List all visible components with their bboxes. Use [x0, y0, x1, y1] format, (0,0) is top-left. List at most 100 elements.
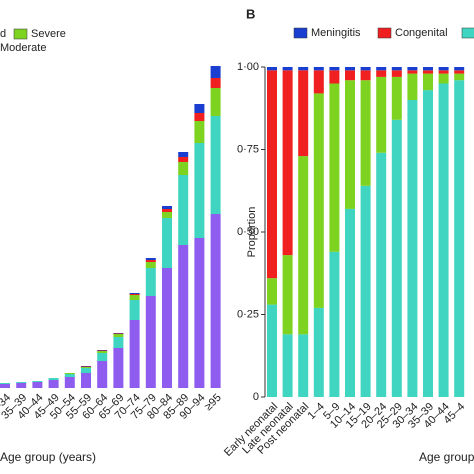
bar-segment — [178, 175, 189, 245]
bar-segment — [145, 296, 156, 388]
y-tick-label: 0 — [253, 391, 259, 403]
bar-segment — [194, 113, 205, 121]
bar-segment — [81, 367, 91, 368]
bar-segment — [97, 351, 108, 353]
bar-segment — [129, 320, 140, 388]
legend-label: d — [0, 28, 6, 40]
bar-segment — [32, 382, 43, 388]
x-tick-label: ≥95 — [202, 392, 223, 413]
bar-segment — [129, 294, 140, 295]
x-axis-label: Age group (years) — [0, 450, 96, 464]
bar-segment — [313, 67, 324, 71]
y-tick-label: 0·75 — [237, 143, 259, 155]
bar-segment — [438, 73, 449, 84]
bar-segment — [64, 374, 75, 377]
bar-segment — [282, 70, 293, 256]
y-tick-label: 0·25 — [237, 308, 259, 320]
bar-segment — [391, 76, 402, 120]
bar-segment — [64, 377, 75, 388]
legend-swatch — [377, 27, 392, 39]
bar-segment — [282, 255, 293, 335]
bar-segment — [194, 121, 205, 143]
bar-segment — [162, 218, 172, 268]
bar-segment — [298, 67, 309, 71]
bar-segment — [454, 70, 465, 74]
bar-segment — [329, 83, 340, 252]
bar-segment — [376, 76, 387, 153]
bar-segment — [145, 268, 156, 296]
bar-segment — [329, 67, 340, 71]
bar-segment — [210, 78, 221, 88]
bar-segment — [454, 73, 465, 81]
bar-segment — [0, 384, 10, 388]
bar-segment — [210, 116, 221, 214]
bar-segment — [194, 238, 205, 388]
legend-swatch — [293, 27, 308, 39]
bar-segment — [113, 337, 124, 348]
legend-label: Meningitis — [311, 27, 361, 39]
bar-segment — [97, 361, 108, 388]
bar-segment — [298, 156, 309, 335]
y-tick-label: 1·00 — [237, 61, 259, 73]
bar-segment — [438, 70, 449, 74]
y-tick-label: 0·50 — [237, 226, 259, 238]
bar-segment — [438, 67, 449, 71]
bar-segment — [16, 382, 27, 383]
bar-segment — [391, 119, 402, 398]
bar-segment — [329, 70, 340, 84]
bar-segment — [267, 70, 277, 279]
bar-segment — [267, 278, 277, 305]
bar-segment — [360, 185, 371, 397]
bar-segment — [454, 67, 465, 71]
legend-label: Severe — [31, 28, 66, 40]
bar-segment — [345, 80, 355, 209]
bar-segment — [267, 304, 277, 397]
bar-segment — [32, 381, 43, 382]
bar-segment — [210, 66, 221, 78]
bar-segment — [64, 373, 75, 374]
bar-segment — [129, 300, 140, 320]
bar-segment — [454, 80, 465, 397]
bar-segment — [423, 70, 433, 74]
bar-segment — [162, 212, 172, 218]
bar-segment — [407, 70, 418, 74]
bar-segment — [81, 366, 91, 367]
bar-segment — [113, 348, 124, 388]
bar-segment — [113, 334, 124, 337]
legend-swatch — [13, 28, 28, 40]
bar-segment — [391, 70, 402, 77]
bar-segment — [360, 70, 371, 81]
bar-segment — [423, 67, 433, 71]
bar-segment — [407, 100, 418, 397]
bar-segment — [113, 333, 124, 334]
bar-segment — [162, 206, 172, 209]
bar-segment — [282, 67, 293, 71]
bar-segment — [360, 67, 371, 71]
bar-segment — [145, 260, 156, 262]
bar-segment — [145, 258, 156, 260]
bar-segment — [298, 70, 309, 157]
bar-segment — [162, 268, 172, 388]
bar-segment — [360, 80, 371, 186]
bar-segment — [16, 383, 27, 388]
bar-segment — [129, 293, 140, 294]
bar-segment — [210, 88, 221, 116]
bar-segment — [178, 162, 189, 175]
bar-segment — [298, 334, 309, 397]
bar-segment — [81, 373, 91, 388]
bar-segment — [407, 73, 418, 100]
bar-segment — [282, 334, 293, 397]
bar-segment — [81, 366, 91, 367]
bar-segment — [48, 378, 59, 380]
bar-segment — [145, 262, 156, 268]
bar-segment — [178, 152, 189, 157]
legend-label: Congenital — [395, 27, 448, 39]
x-axis-label: Age group — [419, 450, 474, 464]
y-axis-label: Proportion — [246, 207, 258, 258]
bar-segment — [329, 251, 340, 397]
bar-segment — [376, 70, 387, 77]
bar-segment — [267, 67, 277, 71]
legend-label: Moderate — [0, 42, 46, 54]
bar-segment — [313, 70, 324, 94]
legend-swatch — [461, 27, 474, 39]
